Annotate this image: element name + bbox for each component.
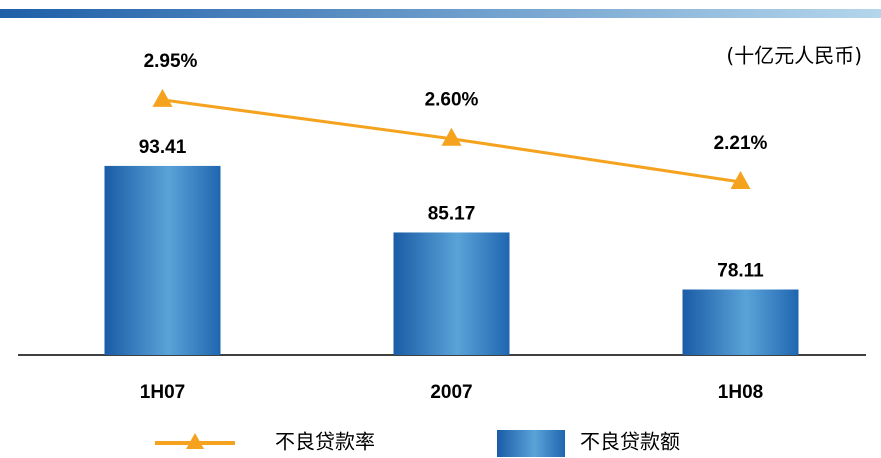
bar	[393, 232, 510, 355]
legend: 不良贷款率 不良贷款额	[155, 430, 680, 457]
rate-marker	[730, 170, 751, 189]
x-tick-label: 2007	[430, 382, 472, 403]
legend-label: 不良贷款额	[580, 430, 680, 454]
rate-marker	[441, 127, 462, 146]
bar-value-label: 85.17	[428, 203, 476, 224]
bar	[682, 289, 799, 355]
bar	[104, 165, 221, 355]
legend-label: 不良贷款率	[275, 430, 375, 454]
x-tick-label: 1H08	[718, 382, 763, 403]
rate-value-label: 2.95%	[144, 51, 198, 72]
rate-marker	[152, 88, 173, 107]
legend-marker	[186, 433, 204, 449]
header-bar	[0, 9, 881, 18]
legend-swatch	[497, 430, 565, 457]
bar-value-label: 78.11	[717, 261, 764, 282]
x-tick-label: 1H07	[140, 382, 185, 403]
bar-value-label: 93.41	[139, 137, 187, 158]
unit-label: (十亿元人民币)	[726, 44, 862, 68]
rate-value-label: 2.21%	[714, 133, 768, 154]
rate-value-label: 2.60%	[425, 90, 479, 111]
